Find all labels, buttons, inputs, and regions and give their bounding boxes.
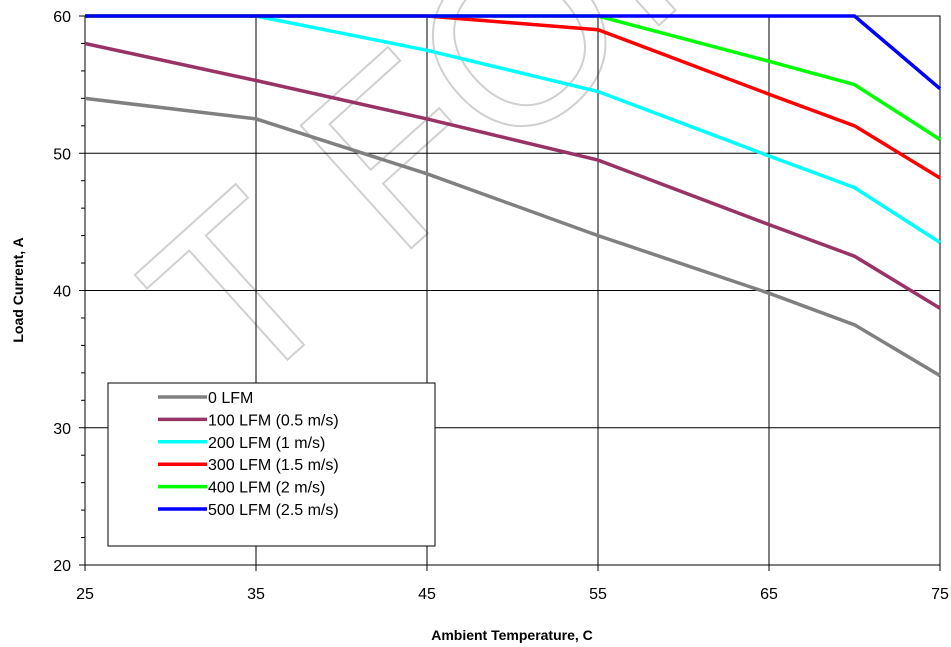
x-tick-label: 75: [931, 586, 949, 603]
y-tick-label: 30: [53, 421, 71, 438]
x-tick-label: 35: [247, 586, 265, 603]
legend-label: 400 LFM (2 m/s): [208, 480, 325, 497]
y-axis-title: Load Current, A: [10, 237, 26, 342]
x-tick-label: 25: [76, 586, 94, 603]
legend: 0 LFM 100 LFM (0.5 m/s) 200 LFM (1 m/s) 300…: [107, 382, 436, 547]
x-tick-label: 65: [760, 586, 778, 603]
y-tick-label: 40: [53, 284, 71, 301]
legend-label: 300 LFM (1.5 m/s): [208, 457, 339, 474]
minor-ticks: [79, 15, 941, 571]
series-line-500-lfm: [85, 14, 942, 91]
legend-label: 500 LFM (2.5 m/s): [208, 502, 339, 519]
y-tick-labels: 20 30 40 50 60: [53, 9, 71, 575]
series-line-100-lfm: [84, 41, 941, 310]
y-tick-label: 50: [53, 146, 71, 163]
x-tick-label: 55: [589, 586, 607, 603]
series-line-0-lfm: [84, 96, 941, 378]
legend-label: 100 LFM (0.5 m/s): [208, 412, 339, 429]
watermark: T FOR: [96, 0, 807, 439]
x-axis-title: Ambient Temperature, C: [431, 627, 593, 643]
x-tick-labels: 25 35 45 55 65 75: [76, 586, 949, 603]
legend-label: 200 LFM (1 m/s): [208, 435, 325, 452]
y-tick-label: 60: [53, 9, 71, 26]
y-tick-label: 20: [53, 558, 71, 575]
series-lines: [84, 14, 942, 378]
x-tick-label: 45: [418, 586, 436, 603]
legend-label: 0 LFM: [208, 390, 253, 407]
